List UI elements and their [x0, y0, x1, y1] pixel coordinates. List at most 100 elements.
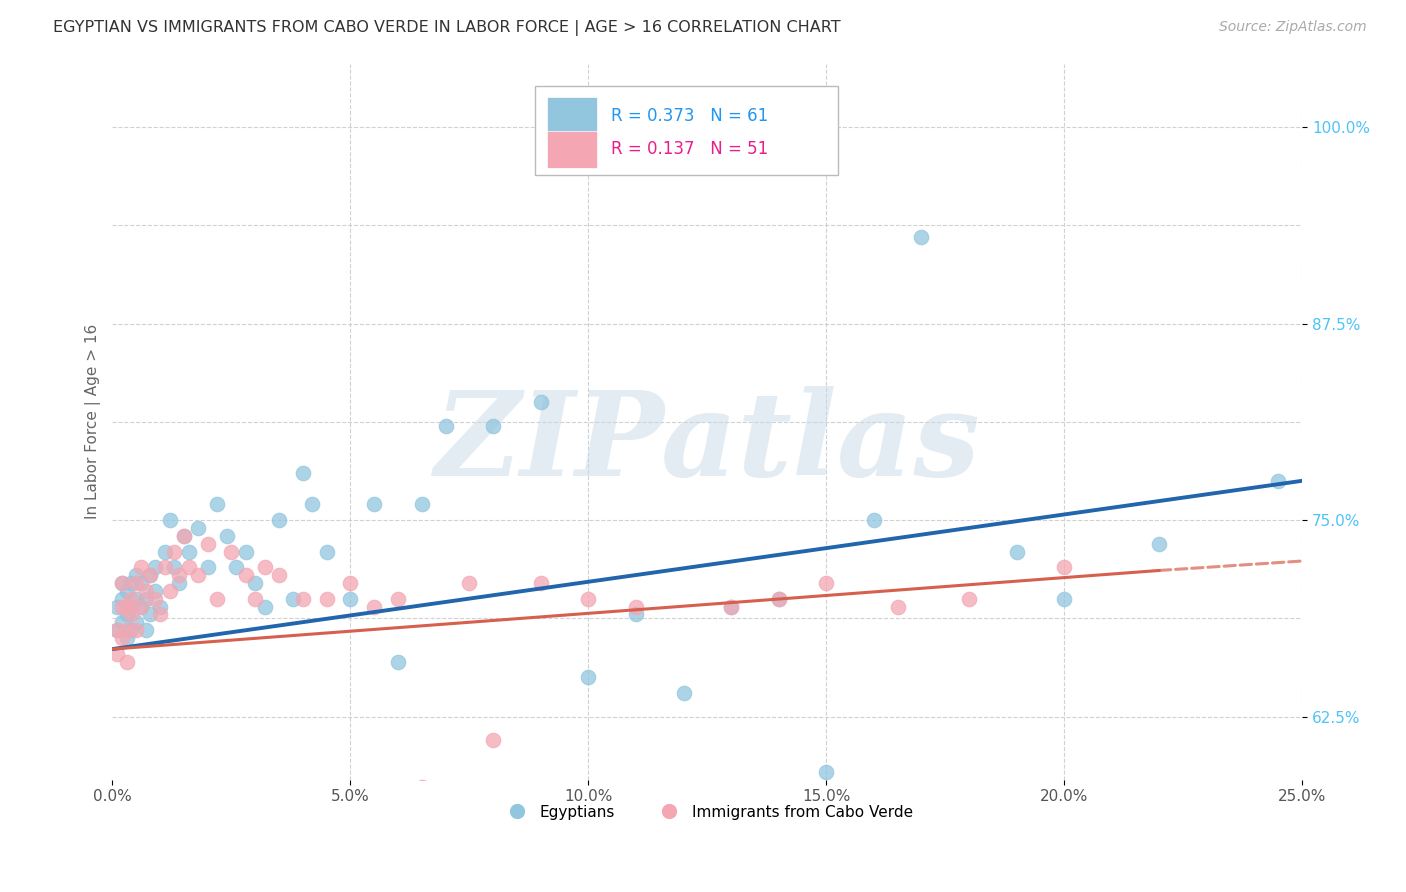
Point	[672, 686, 695, 700]
Point	[111, 631, 134, 645]
Point	[1005, 544, 1028, 558]
Point	[225, 560, 247, 574]
Point	[482, 733, 505, 747]
Point	[111, 591, 134, 606]
Point	[1053, 591, 1076, 606]
Point	[720, 599, 742, 614]
Point	[153, 560, 176, 574]
Point	[167, 568, 190, 582]
Point	[1149, 537, 1171, 551]
Point	[910, 230, 932, 244]
Point	[115, 624, 138, 638]
Point	[125, 591, 148, 606]
Y-axis label: In Labor Force | Age > 16: In Labor Force | Age > 16	[86, 324, 101, 519]
Point	[120, 576, 142, 591]
Point	[768, 591, 790, 606]
Text: EGYPTIAN VS IMMIGRANTS FROM CABO VERDE IN LABOR FORCE | AGE > 16 CORRELATION CHA: EGYPTIAN VS IMMIGRANTS FROM CABO VERDE I…	[53, 20, 841, 36]
Point	[177, 560, 200, 574]
Point	[105, 599, 128, 614]
Point	[363, 497, 385, 511]
Point	[129, 576, 152, 591]
Point	[149, 607, 172, 622]
Point	[120, 624, 142, 638]
Point	[111, 599, 134, 614]
Point	[886, 599, 908, 614]
Point	[530, 395, 553, 409]
Text: ZIPatlas: ZIPatlas	[434, 386, 980, 500]
Point	[187, 521, 209, 535]
Point	[205, 497, 228, 511]
Text: R = 0.137   N = 51: R = 0.137 N = 51	[612, 140, 768, 158]
Point	[139, 568, 162, 582]
Point	[120, 591, 142, 606]
Point	[576, 591, 599, 606]
Point	[111, 615, 134, 630]
Point	[167, 576, 190, 591]
Point	[215, 529, 238, 543]
Point	[135, 624, 157, 638]
Point	[187, 568, 209, 582]
Point	[120, 599, 142, 614]
Point	[177, 544, 200, 558]
Point	[291, 591, 314, 606]
Point	[139, 568, 162, 582]
Point	[173, 529, 195, 543]
Point	[243, 576, 266, 591]
Point	[159, 513, 181, 527]
Point	[135, 583, 157, 598]
Point	[125, 624, 148, 638]
Point	[105, 647, 128, 661]
FancyBboxPatch shape	[534, 86, 838, 175]
Point	[111, 576, 134, 591]
Point	[153, 544, 176, 558]
Point	[339, 591, 361, 606]
Point	[253, 560, 276, 574]
Point	[143, 591, 166, 606]
Point	[339, 576, 361, 591]
Point	[1053, 560, 1076, 574]
Point	[957, 591, 980, 606]
Point	[315, 591, 337, 606]
Point	[197, 560, 219, 574]
Point	[115, 607, 138, 622]
Point	[163, 560, 186, 574]
Point	[387, 591, 409, 606]
Point	[129, 560, 152, 574]
Point	[768, 591, 790, 606]
Point	[411, 780, 433, 795]
FancyBboxPatch shape	[547, 130, 596, 168]
Point	[1267, 474, 1289, 488]
Point	[163, 544, 186, 558]
Point	[283, 591, 305, 606]
Point	[458, 576, 481, 591]
Point	[235, 568, 257, 582]
Point	[720, 599, 742, 614]
Point	[135, 591, 157, 606]
Point	[434, 418, 457, 433]
Point	[253, 599, 276, 614]
Point	[624, 599, 647, 614]
Point	[115, 631, 138, 645]
Point	[672, 789, 695, 803]
Point	[105, 624, 128, 638]
Point	[815, 764, 838, 779]
Point	[105, 624, 128, 638]
Point	[197, 537, 219, 551]
Point	[863, 513, 886, 527]
Point	[267, 568, 290, 582]
Point	[149, 599, 172, 614]
Point	[530, 576, 553, 591]
Point	[115, 599, 138, 614]
Point	[125, 615, 148, 630]
Point	[624, 607, 647, 622]
Point	[111, 576, 134, 591]
Point	[576, 670, 599, 684]
Point	[129, 599, 152, 614]
Point	[205, 591, 228, 606]
Point	[173, 529, 195, 543]
Point	[129, 599, 152, 614]
FancyBboxPatch shape	[547, 97, 596, 134]
Point	[120, 607, 142, 622]
Point	[115, 583, 138, 598]
Legend: Egyptians, Immigrants from Cabo Verde: Egyptians, Immigrants from Cabo Verde	[496, 798, 920, 826]
